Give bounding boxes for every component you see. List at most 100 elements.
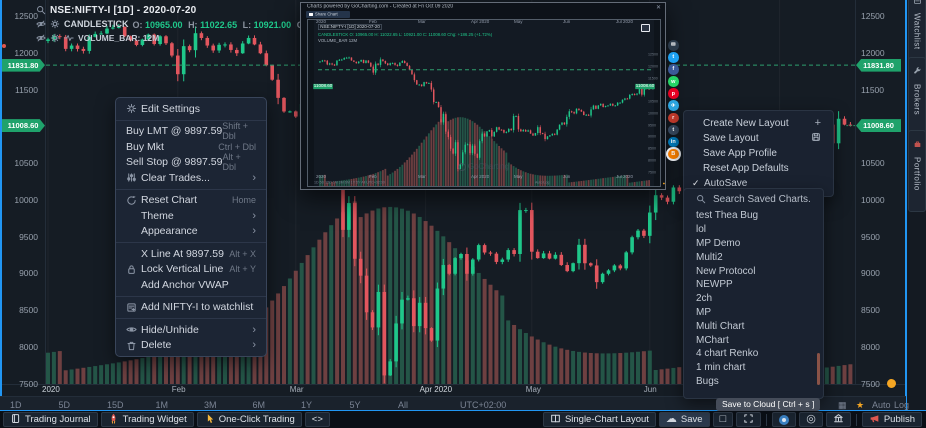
saved-chart-item[interactable]: MP	[696, 306, 711, 318]
volume-settings-icon[interactable]	[50, 33, 60, 43]
layout-menu-item[interactable]: ✓ AutoSave	[684, 176, 833, 191]
side-tab-portfolio[interactable]: Portfolio	[908, 130, 926, 212]
share-linkedin-icon[interactable]: in	[668, 136, 679, 148]
time-axis-label[interactable]: 2020	[42, 385, 60, 394]
menu-item[interactable]: Sell Stop @ 9897.59 Alt + Dbl	[116, 152, 266, 172]
price-tick[interactable]: 12000	[861, 47, 885, 58]
share-telegram-icon[interactable]: ✈	[668, 100, 679, 111]
price-tick[interactable]: 12500	[14, 11, 38, 21]
share-pinterest-icon[interactable]: p	[668, 88, 679, 99]
saved-chart-item[interactable]: NEWPP	[696, 279, 733, 291]
popup-close-icon[interactable]: ✕	[655, 5, 661, 11]
price-tick[interactable]: 7500	[19, 378, 38, 389]
price-tick[interactable]: 10500	[14, 158, 38, 168]
layout-menu-item[interactable]: Reset App Defaults	[684, 161, 833, 176]
favorite-star-icon[interactable]: ★	[856, 399, 865, 410]
grid-settings-icon[interactable]: ▦	[838, 399, 847, 410]
timezone-label[interactable]: UTC+02:00	[460, 400, 507, 410]
price-tick[interactable]: 8500	[861, 305, 880, 315]
share-facebook-icon[interactable]: f	[668, 64, 679, 75]
saved-chart-item[interactable]: MP Demo	[696, 237, 741, 249]
price-tick[interactable]: 9000	[19, 268, 38, 279]
menu-item[interactable]: Appearance ›	[116, 224, 266, 240]
share-reddit-icon[interactable]: r	[668, 112, 679, 124]
series-settings-icon[interactable]	[50, 19, 60, 29]
price-tick[interactable]: 8500	[19, 305, 38, 315]
hide-series-icon[interactable]	[36, 19, 46, 29]
timeframe-1y[interactable]: 1Y	[301, 400, 313, 410]
layout-menu-item[interactable]: Save App Profile	[684, 146, 833, 161]
saved-chart-item[interactable]: 4 chart Renko	[696, 348, 759, 360]
share-whatsapp-icon[interactable]: w	[668, 76, 679, 87]
timeframe-3m[interactable]: 3M	[204, 400, 217, 410]
timeframe-all[interactable]: All	[398, 400, 409, 410]
camera-button[interactable]	[772, 412, 797, 427]
timeframe-1d[interactable]: 1D	[10, 400, 22, 410]
share-tumblr-icon[interactable]: t	[668, 124, 679, 136]
single-chart-layout-button[interactable]: Single-Chart Layout	[542, 412, 656, 427]
popup-tab[interactable]: Share Chart	[306, 11, 350, 18]
menu-item[interactable]: Reset Chart Home	[116, 193, 266, 209]
share-blogger-icon[interactable]: B	[668, 148, 679, 160]
menu-item[interactable]: Lock Vertical Line Alt + Y	[116, 262, 266, 278]
saved-chart-item[interactable]: Multi Chart	[696, 320, 745, 332]
price-tick[interactable]: 11500	[14, 84, 38, 95]
timeframe-5y[interactable]: 5Y	[349, 400, 361, 410]
time-axis-label[interactable]: Mar	[289, 385, 304, 394]
trading-widget-button[interactable]: Trading Widget	[100, 412, 194, 427]
saved-charts-search[interactable]: Search Saved Charts.	[684, 189, 823, 209]
saved-chart-item[interactable]: lol	[696, 224, 707, 236]
price-tick[interactable]: 10500	[861, 158, 885, 168]
timeframe-15d[interactable]: 15D	[107, 400, 124, 410]
menu-item[interactable]: Add NIFTY-I to watchlist	[116, 300, 266, 316]
menu-item[interactable]: Clear Trades... ›	[116, 170, 266, 186]
share-email-icon[interactable]: ✉	[668, 40, 679, 51]
price-tick[interactable]: 11500	[861, 84, 885, 95]
saved-chart-item[interactable]: New Protocol	[696, 265, 756, 277]
timeframe-5d[interactable]: 5D	[58, 400, 71, 410]
price-tick[interactable]: 9500	[19, 231, 38, 242]
price-tick[interactable]: 9000	[861, 268, 880, 279]
menu-item[interactable]: Delete ›	[116, 338, 266, 354]
hide-volume-icon[interactable]	[36, 33, 46, 43]
trading-journal-button[interactable]: Trading Journal	[3, 412, 98, 427]
timeframe-1m[interactable]: 1M	[155, 400, 169, 410]
saved-chart-item[interactable]: MChart	[696, 334, 729, 346]
price-tick[interactable]: 12500	[861, 11, 885, 21]
--button[interactable]: <>	[304, 412, 330, 427]
publish-button[interactable]: Publish	[861, 412, 922, 427]
menu-item[interactable]: Buy LMT @ 9897.59 Shift + Dbl	[116, 121, 266, 141]
saved-chart-item[interactable]: Multi2	[696, 251, 723, 263]
scrollbar-thumb[interactable]	[817, 353, 820, 385]
log-scale-toggle[interactable]: Log	[894, 399, 910, 410]
layout-menu-item[interactable]: Create New Layout +	[684, 116, 833, 131]
menu-item[interactable]: Buy Mkt Ctrl + Dbl	[116, 139, 266, 155]
floating-orange-dot[interactable]	[887, 379, 896, 388]
time-axis-label[interactable]: Apr 2020	[419, 385, 453, 394]
magnifier-icon[interactable]	[36, 5, 46, 15]
menu-item[interactable]: X Line At 9897.59 Alt + X	[116, 246, 266, 262]
bank-button[interactable]	[825, 412, 851, 427]
auto-scale-toggle[interactable]: Auto	[872, 399, 891, 410]
price-tick[interactable]: 9500	[861, 231, 880, 242]
one-click-trading-button[interactable]: One-Click Trading	[196, 412, 302, 427]
price-tick[interactable]: 8000	[19, 341, 38, 352]
symbol-header[interactable]: NSE:NIFTY-I [1D] - 2020-07-20	[36, 3, 349, 17]
side-tab-brokers[interactable]: Brokers	[908, 57, 926, 137]
timeframe-6m[interactable]: 6M	[252, 400, 266, 410]
time-axis-label[interactable]: Feb	[171, 385, 186, 394]
saved-chart-item[interactable]: test Thea Bug	[696, 210, 759, 222]
time-axis-label[interactable]: May	[525, 385, 541, 394]
saved-chart-item[interactable]: 2ch	[696, 293, 713, 305]
expand-button[interactable]	[736, 412, 762, 427]
price-tick[interactable]: 10000	[861, 194, 885, 205]
share-twitter-icon[interactable]: t	[668, 52, 679, 63]
square-button[interactable]: □	[712, 412, 734, 427]
side-tab-watchlist[interactable]: Watchlist	[908, 0, 926, 64]
price-tick[interactable]: 10000	[14, 194, 38, 205]
time-axis-label[interactable]: Jun	[643, 385, 657, 394]
price-tick[interactable]: 8000	[861, 341, 880, 352]
menu-item[interactable]: Theme ›	[116, 208, 266, 224]
menu-item[interactable]: Add Anchor VWAP	[116, 277, 266, 293]
menu-item[interactable]: Edit Settings	[116, 101, 266, 117]
